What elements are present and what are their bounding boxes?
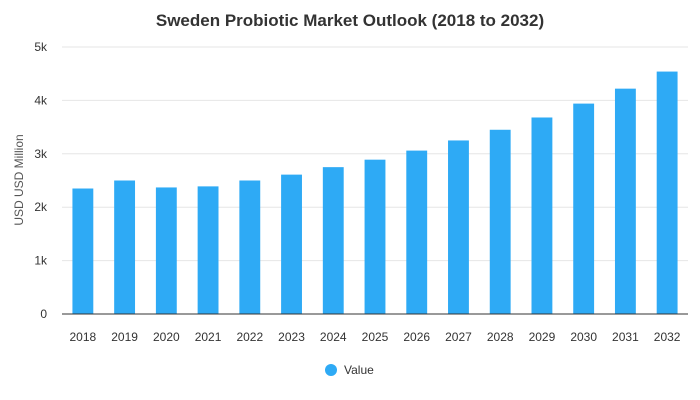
x-axis-ticks: 2018 2019 2020 2021 2022 2023 2024 2025 2026 2027… [70,330,681,344]
bar-2028[interactable] [489,129,511,314]
y-tick-label: 0 [40,307,47,321]
bar-2031[interactable] [614,88,636,314]
x-tick-label: 2032 [654,330,681,344]
x-tick-label: 2023 [278,330,305,344]
x-tick-label: 2019 [111,330,138,344]
x-tick-label: 2029 [529,330,556,344]
bar-2026[interactable] [406,150,428,314]
legend[interactable]: Value [325,363,374,377]
bar-2018[interactable] [72,188,94,314]
x-tick-label: 2030 [570,330,597,344]
chart-title: Sweden Probiotic Market Outlook (2018 to… [156,11,544,30]
bar-2023[interactable] [281,174,302,314]
bar-2020[interactable] [155,187,177,314]
bar-2022[interactable] [239,180,261,315]
x-tick-label: 2028 [487,330,514,344]
x-tick-label: 2022 [236,330,263,344]
y-tick-label: 2k [34,200,48,214]
bar-2019[interactable] [114,180,136,315]
bar-2027[interactable] [448,140,469,314]
y-axis-label: USD USD Million [12,134,26,225]
y-tick-label: 5k [34,40,48,54]
legend-marker [325,364,337,376]
x-tick-label: 2018 [70,330,97,344]
x-tick-label: 2031 [612,330,639,344]
bar-2030[interactable] [573,103,595,314]
x-tick-label: 2020 [153,330,180,344]
y-tick-label: 3k [34,147,48,161]
legend-label: Value [344,363,374,377]
bar-2021[interactable] [197,186,219,314]
x-tick-label: 2025 [362,330,389,344]
y-axis-ticks: 0 1k 2k 3k 4k 5k [34,40,48,321]
bar-2032[interactable] [656,71,678,315]
x-tick-label: 2024 [320,330,347,344]
bars [72,71,678,315]
x-tick-label: 2027 [445,330,472,344]
bar-2025[interactable] [364,159,386,314]
x-tick-label: 2026 [403,330,430,344]
y-tick-label: 4k [34,93,48,107]
bar-2029[interactable] [531,117,553,314]
x-tick-label: 2021 [195,330,222,344]
y-tick-label: 1k [34,254,48,268]
bar-2024[interactable] [322,167,344,314]
